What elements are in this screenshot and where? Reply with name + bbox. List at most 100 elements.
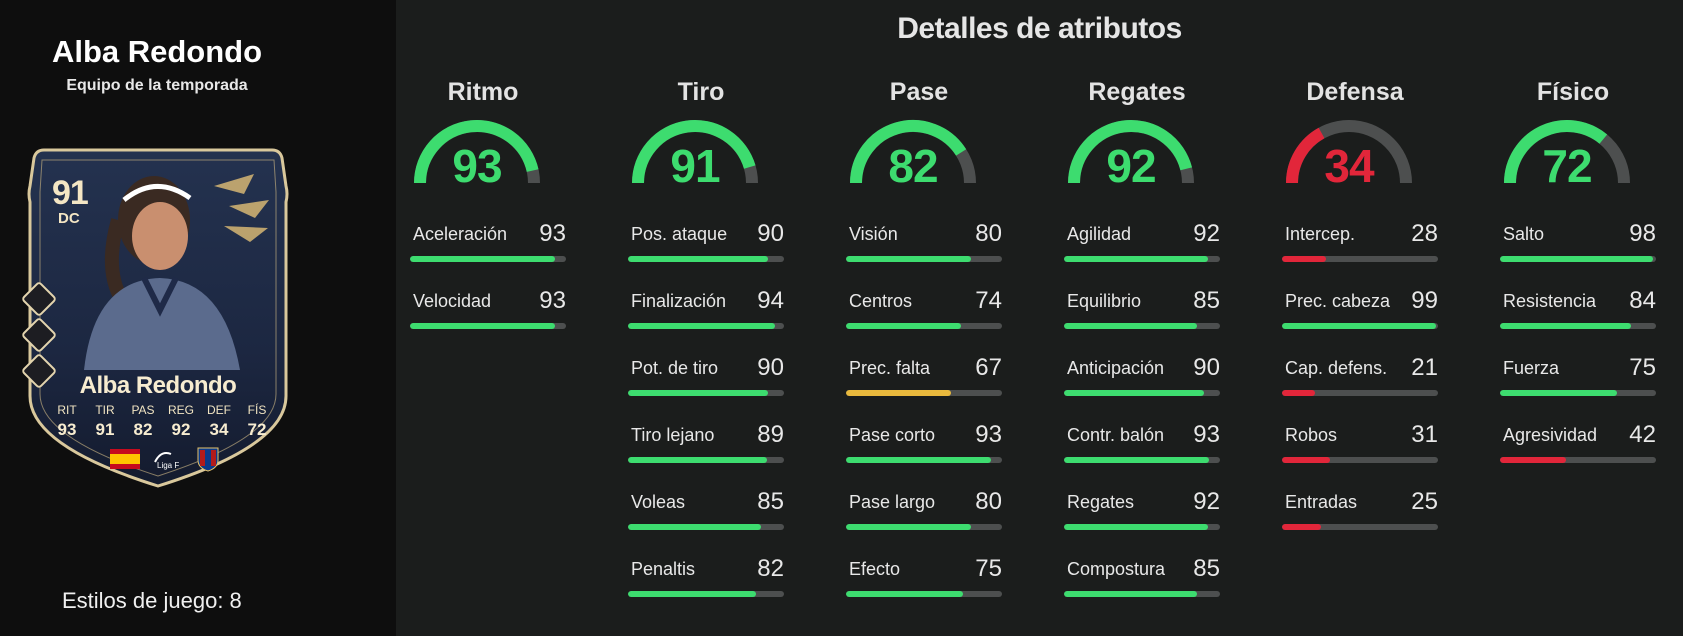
stat-value: 85 xyxy=(1193,555,1220,582)
stat-label: Visión xyxy=(849,224,898,244)
stat-bar-fill xyxy=(628,591,756,597)
card-player-name: Alba Redondo xyxy=(79,372,237,399)
stat-row-pot-de-tiro: Pot. de tiro 90 xyxy=(628,354,784,425)
stat-bar-fill xyxy=(1064,457,1210,463)
stat-label: Efecto xyxy=(849,559,901,579)
stat-row-intercep: Intercep. 28 xyxy=(1282,220,1438,291)
stat-row-salto: Salto 98 xyxy=(1500,220,1656,291)
stat-row-contr-balon: Contr. balón 93 xyxy=(1064,421,1220,492)
stat-value: 94 xyxy=(757,287,784,314)
stat-bar-fill xyxy=(1282,323,1437,329)
category-gauge: 93 xyxy=(412,117,542,192)
stat-value: 93 xyxy=(539,220,566,247)
card-stat-value: 92 xyxy=(171,420,191,439)
stat-bar xyxy=(1500,457,1656,463)
stat-row-pos-ataque: Pos. ataque 90 xyxy=(628,220,784,291)
stat-bar-fill xyxy=(846,323,962,329)
stat-list: Pos. ataque 90 Finalización 94 Pot. de tiro 9… xyxy=(628,220,784,626)
stat-label: Centros xyxy=(849,291,913,311)
stat-bar xyxy=(628,591,784,597)
stat-row-finalizacion: Finalización 94 xyxy=(628,287,784,358)
stat-value: 67 xyxy=(975,354,1002,381)
stat-row-compostura: Compostura 85 xyxy=(1064,555,1220,626)
stat-label: Agresividad xyxy=(1503,425,1598,445)
category-regates: Regates 92 Agilidad 92 Equilibrio 85 Anticipac… xyxy=(1052,78,1222,597)
gauge-fill xyxy=(632,120,756,184)
stat-row-vision: Visión 80 xyxy=(846,220,1002,291)
stat-row-voleas: Voleas 85 xyxy=(628,488,784,559)
category-gauge: 72 xyxy=(1502,117,1632,192)
category-defensa: Defensa 34 Intercep. 28 Prec. cabeza 99 Cap. d… xyxy=(1270,78,1440,530)
stat-value: 42 xyxy=(1629,421,1656,448)
card-stat-label: TIR xyxy=(95,403,115,417)
stat-row-equilibrio: Equilibrio 85 xyxy=(1064,287,1220,358)
stat-row-velocidad: Velocidad 93 xyxy=(410,287,566,358)
stat-label: Resistencia xyxy=(1503,291,1597,311)
stat-list: Aceleración 93 Velocidad 93 xyxy=(410,220,566,358)
stat-bar xyxy=(1500,323,1656,329)
stat-row-pase-corto: Pase corto 93 xyxy=(846,421,1002,492)
stat-bar xyxy=(628,457,784,463)
stat-bar-fill xyxy=(846,256,971,262)
gauge-value: 72 xyxy=(1542,140,1592,192)
stat-list: Salto 98 Resistencia 84 Fuerza 75 Agresividad 4… xyxy=(1500,220,1656,492)
stat-bar xyxy=(1500,390,1656,396)
card-stat-label: RIT xyxy=(57,403,77,417)
stat-label: Tiro lejano xyxy=(631,425,715,445)
stat-label: Salto xyxy=(1503,224,1545,244)
card-stat: REG 92 xyxy=(162,403,200,440)
stat-row-pase-largo: Pase largo 80 xyxy=(846,488,1002,559)
stat-row-anticipacion: Anticipación 90 xyxy=(1064,354,1220,425)
playstyle-icon xyxy=(20,316,58,354)
playstyles-number: 8 xyxy=(229,588,242,613)
stat-bar xyxy=(846,591,1002,597)
stat-list: Agilidad 92 Equilibrio 85 Anticipación 90 Cont… xyxy=(1064,220,1220,626)
stat-row-centros: Centros 74 xyxy=(846,287,1002,358)
category-tiro: Tiro 91 Pos. ataque 90 Finalización 94 Pot. de… xyxy=(616,78,786,597)
stat-value: 93 xyxy=(1193,421,1220,448)
stat-value: 92 xyxy=(1193,220,1220,247)
gauge-fill xyxy=(1286,127,1325,184)
stat-row-agresividad: Agresividad 42 xyxy=(1500,421,1656,492)
stat-label: Prec. cabeza xyxy=(1285,291,1391,311)
stat-row-efecto: Efecto 75 xyxy=(846,555,1002,626)
stat-label: Pase largo xyxy=(849,492,936,512)
stat-value: 25 xyxy=(1411,488,1438,515)
stat-bar-fill xyxy=(1064,591,1197,597)
stat-bar xyxy=(1064,457,1220,463)
stat-label: Agilidad xyxy=(1067,224,1132,244)
stat-bar xyxy=(1064,524,1220,530)
stat-label: Anticipación xyxy=(1067,358,1165,378)
player-photo xyxy=(84,176,240,370)
stat-bar-fill xyxy=(1500,457,1566,463)
stat-label: Voleas xyxy=(631,492,686,512)
card-badges: Liga F xyxy=(110,446,220,472)
playstyle-icon xyxy=(20,280,58,318)
stat-bar-fill xyxy=(1064,323,1197,329)
stat-bar xyxy=(410,256,566,262)
stat-label: Penaltis xyxy=(631,559,696,579)
stat-row-entradas: Entradas 25 xyxy=(1282,488,1438,559)
category-gauge: 92 xyxy=(1066,117,1196,192)
stat-value: 84 xyxy=(1629,287,1656,314)
stat-bar xyxy=(846,323,1002,329)
stat-value: 75 xyxy=(975,555,1002,582)
stat-bar xyxy=(1064,323,1220,329)
stat-value: 93 xyxy=(975,421,1002,448)
liga-f-text: Liga F xyxy=(157,461,179,470)
category-title: Ritmo xyxy=(447,78,519,106)
card-stat: RIT 93 xyxy=(48,403,86,440)
stat-label: Pot. de tiro xyxy=(631,358,719,378)
stat-bar-fill xyxy=(628,323,775,329)
stat-label: Pos. ataque xyxy=(631,224,728,244)
card-stat-value: 93 xyxy=(57,420,77,439)
player-card[interactable]: 91 DC Alba Redondo RIT 93 TIR 91 PAS 82 REG… xyxy=(20,146,292,490)
stat-row-agilidad: Agilidad 92 xyxy=(1064,220,1220,291)
stat-bar xyxy=(1500,256,1656,262)
stat-bar-fill xyxy=(846,390,951,396)
gauge-value: 82 xyxy=(888,140,938,192)
stat-value: 99 xyxy=(1411,287,1438,314)
stat-label: Entradas xyxy=(1285,492,1358,512)
stat-row-tiro-lejano: Tiro lejano 89 xyxy=(628,421,784,492)
stat-bar xyxy=(846,256,1002,262)
